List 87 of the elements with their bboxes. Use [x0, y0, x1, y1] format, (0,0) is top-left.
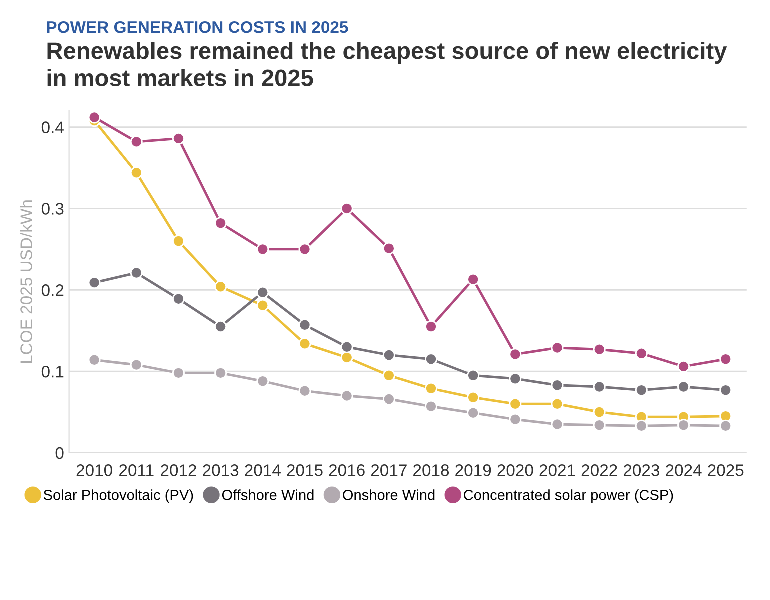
point	[678, 360, 690, 373]
point	[424, 320, 438, 334]
x-tick-label: 2021	[540, 464, 576, 476]
point	[467, 369, 480, 382]
point	[593, 406, 606, 419]
point	[130, 358, 143, 372]
point	[509, 398, 522, 410]
legend-label: Concentrated solar power (CSP)	[464, 490, 674, 504]
point	[88, 111, 101, 124]
point	[130, 166, 143, 180]
x-tick-label: 2015	[287, 464, 323, 476]
point	[382, 349, 396, 362]
point	[214, 320, 228, 334]
point	[593, 380, 606, 394]
point	[678, 419, 690, 432]
point	[214, 217, 228, 230]
y-tick-label: 0.4	[42, 122, 64, 134]
point	[635, 420, 648, 432]
point	[467, 406, 480, 420]
point	[340, 340, 354, 354]
x-tick-label: 2025	[708, 464, 744, 476]
y-tick-label: 0.2	[42, 284, 64, 296]
point	[509, 372, 522, 386]
x-tick-label: 2014	[245, 464, 281, 476]
x-tick-label: 2024	[666, 464, 702, 476]
point	[720, 384, 732, 397]
point	[214, 366, 228, 380]
point	[635, 347, 648, 360]
point	[256, 299, 270, 312]
point	[172, 132, 185, 145]
point	[298, 318, 312, 332]
y-tick-label: 0.1	[42, 366, 64, 378]
point	[298, 384, 312, 398]
legend-label: Solar Photovoltaic (PV)	[44, 490, 194, 504]
x-tick-label: 2017	[371, 464, 407, 476]
point	[256, 286, 270, 299]
x-tick-label: 2016	[329, 464, 365, 476]
point	[424, 400, 438, 413]
point	[551, 342, 564, 354]
point	[424, 382, 438, 395]
point	[720, 353, 732, 366]
x-tick-label: 2023	[624, 464, 660, 476]
point	[340, 390, 354, 402]
x-tick-label: 2013	[203, 464, 239, 476]
point	[424, 353, 438, 366]
point	[130, 266, 143, 280]
chart-subtitle: POWER GENERATION COSTS IN 2025	[47, 21, 348, 34]
point	[635, 384, 648, 397]
point	[340, 202, 354, 215]
point	[256, 375, 270, 388]
point	[382, 369, 396, 382]
point	[256, 243, 270, 256]
point	[88, 354, 101, 366]
point	[467, 391, 480, 404]
x-tick-label: 2020	[498, 464, 534, 476]
chart-title: Renewables remained the cheapest source of new electricity in most markets in 2025	[48, 42, 728, 86]
point	[551, 418, 564, 431]
legend-label: Offshore Wind	[222, 490, 314, 500]
x-tick-label: 2018	[414, 464, 450, 476]
point	[593, 419, 606, 432]
legend-label: Onshore Wind	[343, 490, 435, 500]
point	[298, 243, 312, 256]
point	[130, 136, 143, 148]
y-tick-label: 0.3	[42, 203, 64, 215]
point	[382, 242, 396, 255]
point	[509, 413, 522, 426]
point	[298, 338, 312, 350]
x-tick-label: 2012	[161, 464, 196, 476]
point	[509, 348, 522, 361]
point	[382, 393, 396, 406]
point	[551, 379, 564, 392]
point	[172, 366, 185, 380]
point	[214, 280, 228, 294]
x-tick-label: 2019	[456, 464, 492, 476]
point	[720, 420, 732, 432]
point	[172, 235, 185, 248]
point	[467, 273, 480, 286]
x-tick-label: 2011	[120, 464, 154, 476]
y-axis-title: LCOE 2025 USD/kWh	[20, 200, 32, 364]
y-tick-label: 0	[56, 447, 64, 460]
x-tick-label: 2022	[582, 464, 618, 476]
point	[551, 398, 564, 410]
point	[88, 276, 101, 290]
point	[172, 292, 185, 306]
x-tick-label: 2010	[76, 464, 112, 476]
point	[678, 380, 690, 394]
point	[593, 343, 606, 356]
